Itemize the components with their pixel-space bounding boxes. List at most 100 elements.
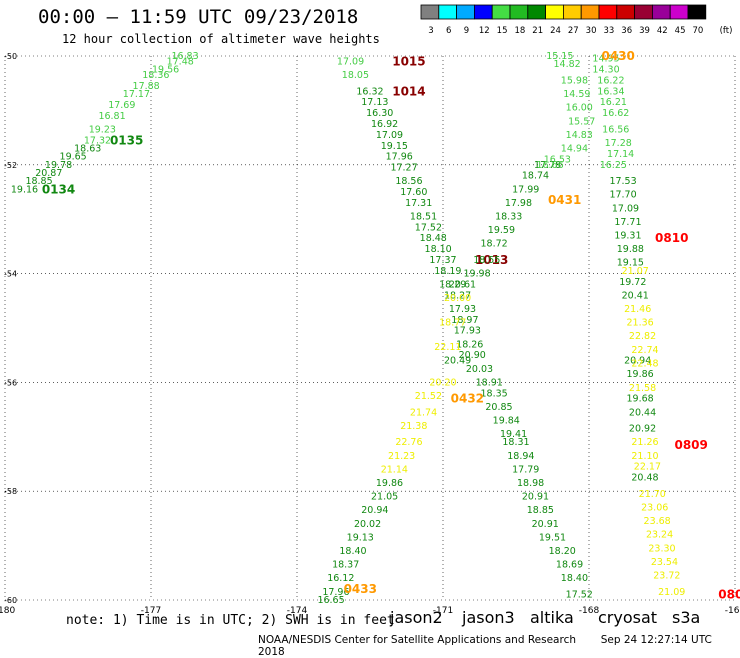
pass-time-label: 1014 <box>392 84 425 98</box>
wave-height-value: 19.23 <box>89 124 116 135</box>
wave-height-value: 16.62 <box>602 108 629 119</box>
wave-height-value: 23.68 <box>644 516 671 527</box>
pass-time-label: 0430 <box>601 49 634 63</box>
wave-height-value: 17.71 <box>614 217 641 228</box>
colorbar-label: 39 <box>639 26 650 36</box>
wave-height-value: 19.86 <box>376 478 403 489</box>
wave-height-value: 18.77 <box>439 318 466 329</box>
pass-time-label: 0134 <box>42 182 75 196</box>
wave-height-value: 18.98 <box>517 478 544 489</box>
wave-height-value: 20.91 <box>532 519 559 530</box>
wave-height-value: 18.97 <box>451 315 478 326</box>
wave-height-value: 23.72 <box>653 571 680 582</box>
wave-height-value: 16.32 <box>356 86 383 97</box>
wave-height-value: 20.94 <box>624 356 651 367</box>
wave-height-value: 18.35 <box>480 388 507 399</box>
wave-height-value: 17.48 <box>167 56 194 67</box>
wave-height-value: 18.20 <box>549 546 576 557</box>
wave-height-value: 19.65 <box>60 152 87 163</box>
wave-height-value: 16.65 <box>317 595 344 606</box>
wave-height-value: 21.46 <box>624 304 651 315</box>
wave-height-value: 15.98 <box>561 75 588 86</box>
wave-height-value: 18.26 <box>456 339 483 350</box>
satellite-track: 20.00 18.77 22.11 20.20 21.52 21.74 21.38 22.76… <box>381 293 484 475</box>
wave-height-value: 23.24 <box>646 530 673 541</box>
wave-height-value: 20.44 <box>629 407 656 418</box>
wave-height-value: 17.27 <box>390 163 417 174</box>
colorbar-label: 12 <box>479 26 490 36</box>
wave-height-value: 19.41 <box>500 429 527 440</box>
wave-height-value: 17.17 <box>123 89 150 100</box>
wave-height-value: 22.74 <box>631 345 658 356</box>
wave-height-value: 21.09 <box>658 587 685 598</box>
wave-height-value: 20.92 <box>629 424 656 435</box>
colorbar-swatch <box>687 4 707 20</box>
wave-height-value: 17.28 <box>605 138 632 149</box>
wave-height-value: 17.14 <box>607 149 634 160</box>
wave-height-value: 18.37 <box>332 560 359 571</box>
wave-height-value: 19.51 <box>539 532 566 543</box>
wave-height-value: 20.94 <box>361 505 388 516</box>
wave-height-value: 20.48 <box>631 473 658 484</box>
wave-height-value: 18.72 <box>480 239 507 250</box>
grid <box>4 55 736 601</box>
wave-height-value: 17.09 <box>337 56 364 67</box>
pass-time-label: 0135 <box>110 133 143 147</box>
pass-time-label: 0431 <box>548 193 581 207</box>
wave-height-value: 17.70 <box>609 190 636 201</box>
wave-height-value: 21.74 <box>410 407 437 418</box>
wave-height-value: 21.38 <box>400 421 427 432</box>
wave-height-value: 19.88 <box>617 244 644 255</box>
wave-height-value: 18.55 <box>473 255 500 266</box>
wave-height-value: 18.94 <box>507 451 534 462</box>
wave-height-value: 18.29 <box>439 279 466 290</box>
wave-height-value: 20.87 <box>35 168 62 179</box>
colorbar-label: 27 <box>568 26 579 36</box>
wave-height-value: 17.88 <box>133 81 160 92</box>
wave-height-value: 18.27 <box>444 290 471 301</box>
wave-height-value: 20.61 <box>449 279 476 290</box>
wave-height-value: 18.31 <box>502 437 529 448</box>
wave-height-value: 19.15 <box>381 141 408 152</box>
wave-height-value: 17.79 <box>512 464 539 475</box>
wave-height-value: 20.02 <box>354 519 381 530</box>
satellite-track: 17.53 17.70 17.09 17.71 19.31 19.88 19.15 0810 <box>609 176 688 269</box>
satellite-track: 17.09 18.05 1015 <box>337 54 426 81</box>
wave-height-value: 14.59 <box>563 89 590 100</box>
wave-height-value: 22.76 <box>395 437 422 448</box>
x-tick-label: -174 <box>287 606 308 616</box>
wave-height-value: 20.20 <box>429 377 456 388</box>
wave-height-value: 18.63 <box>74 143 101 154</box>
wave-height-value: 23.30 <box>648 543 675 554</box>
wave-height-value: 15.15 <box>546 51 573 62</box>
pass-time-label: 0808 <box>718 588 740 602</box>
wave-height-value: 16.30 <box>366 108 393 119</box>
wave-height-value: 19.13 <box>347 532 374 543</box>
pass-time-label: 1015 <box>392 54 425 68</box>
wave-height-value: 19.98 <box>463 269 490 280</box>
satellite-track: 19.86 21.05 20.94 20.02 19.13 18.40 18.37 16.12… <box>317 478 403 606</box>
wave-height-value: 20.91 <box>522 492 549 503</box>
wave-height-value: 18.10 <box>425 244 452 255</box>
wave-height-value: 21.14 <box>381 464 408 475</box>
colorbar-label: 9 <box>464 26 469 36</box>
wave-height-value: 18.36 <box>142 70 169 81</box>
wave-height-value: 16.12 <box>327 573 354 584</box>
wave-height-value: 16.81 <box>98 111 125 122</box>
wave-height-value: 20.00 <box>444 293 471 304</box>
wave-height-value: 14.95 <box>592 54 619 65</box>
wave-height-value: 17.96 <box>386 152 413 163</box>
mission-label-cryosat: cryosat <box>598 608 658 627</box>
colorbar-label: 24 <box>550 26 561 36</box>
x-tick-label: -171 <box>433 606 453 616</box>
wave-height-value: 19.72 <box>619 277 646 288</box>
wave-height-value: 17.13 <box>361 97 388 108</box>
colorbar-unit: (ft) <box>720 26 733 36</box>
colorbar-label: 33 <box>603 26 614 36</box>
wave-height-value: 18.91 <box>476 377 503 388</box>
colorbar-label: 42 <box>657 26 668 36</box>
wave-height-value: 17.09 <box>376 130 403 141</box>
wave-height-value: 19.31 <box>614 231 641 242</box>
wave-height-value: 17.98 <box>505 198 532 209</box>
